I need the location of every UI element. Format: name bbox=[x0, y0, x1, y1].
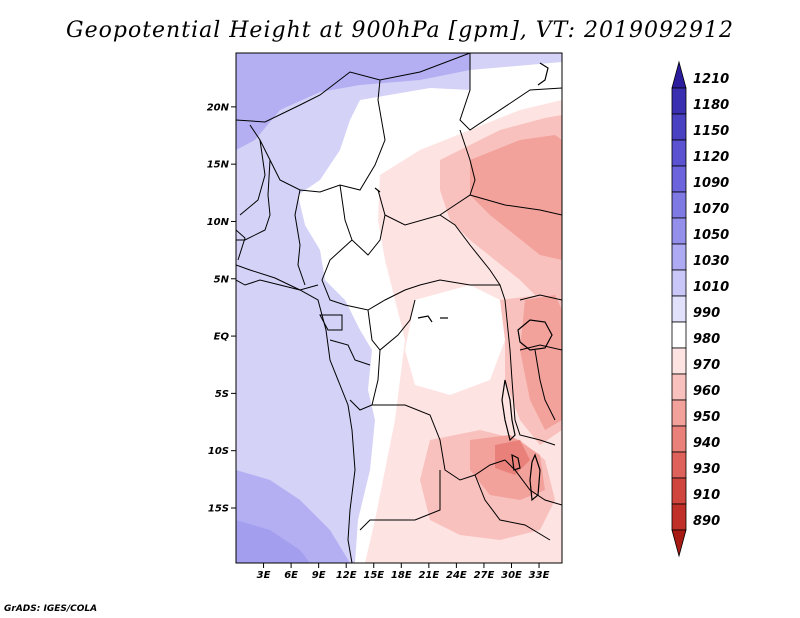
colorbar-label: 1070 bbox=[693, 202, 729, 217]
colorbar-label: 1150 bbox=[693, 124, 729, 139]
colorbar-label: 960 bbox=[693, 384, 720, 399]
colorbar-bin bbox=[671, 87, 687, 115]
colorbar-bin bbox=[671, 347, 687, 375]
lake-1 bbox=[417, 315, 433, 323]
colorbar-label: 1010 bbox=[693, 280, 729, 295]
lon-tick-label: 3E bbox=[257, 570, 271, 581]
lon-tick-label: 30E bbox=[501, 570, 522, 581]
colorbar-label: 940 bbox=[693, 436, 720, 451]
lon-tick-label: 21E bbox=[418, 570, 439, 581]
colorbar-label: 950 bbox=[693, 410, 720, 425]
colorbar-label: 1090 bbox=[693, 176, 729, 191]
colorbar-bin bbox=[671, 113, 687, 141]
colorbar-bin bbox=[671, 243, 687, 271]
field-990-congo bbox=[405, 285, 505, 395]
lon-tick-label: 12E bbox=[336, 570, 357, 581]
lat-tick-label: 5N bbox=[214, 274, 230, 285]
lat-tick-label: 10S bbox=[208, 446, 229, 457]
lake-victoria bbox=[517, 319, 553, 351]
lat-tick-label: 15N bbox=[207, 160, 230, 171]
colorbar-label: 890 bbox=[693, 514, 720, 529]
colorbar-bin bbox=[671, 451, 687, 479]
field-960-east bbox=[520, 295, 562, 430]
colorbar-bin bbox=[671, 503, 687, 531]
colorbar-label: 1180 bbox=[693, 98, 729, 113]
lon-tick-label: 6E bbox=[284, 570, 298, 581]
colorbar-label: 970 bbox=[693, 358, 720, 373]
colorbar-upper-triangle bbox=[671, 60, 687, 89]
lon-tick-label: 9E bbox=[312, 570, 326, 581]
colorbar-bin bbox=[671, 373, 687, 401]
longitude-axis: 3E 6E 9E 12E 15E 18E 21E 24E 27E 30E 33E bbox=[257, 563, 550, 581]
colorbar-bin bbox=[671, 165, 687, 193]
field-960-northeast bbox=[470, 135, 562, 260]
map-field bbox=[236, 53, 562, 563]
lake-chad bbox=[374, 187, 381, 193]
red-sea-coast bbox=[537, 62, 549, 86]
colorbar-label: 1050 bbox=[693, 228, 729, 243]
colorbar-label: 1030 bbox=[693, 254, 729, 269]
lake-tanganyika bbox=[501, 379, 516, 442]
colorbar-label: 1210 bbox=[693, 72, 729, 87]
colorbar-bin bbox=[671, 191, 687, 219]
map-title: Geopotential Height at 900hPa [gpm], VT:… bbox=[66, 18, 734, 43]
colorbar-label: 930 bbox=[693, 462, 720, 477]
colorbar-bin bbox=[671, 321, 687, 349]
field-1050-south bbox=[236, 520, 310, 563]
lat-tick-label: 15S bbox=[208, 503, 229, 514]
latitude-axis: 20N 15N 10N 5N EQ 5S 10S 15S bbox=[207, 102, 236, 514]
colorbar-label: 980 bbox=[693, 332, 720, 347]
lake-malawi bbox=[529, 453, 541, 502]
colorbar-bin bbox=[671, 477, 687, 505]
lon-tick-label: 33E bbox=[529, 570, 550, 581]
lat-tick-label: 10N bbox=[207, 217, 230, 228]
colorbar-bin bbox=[671, 295, 687, 323]
lakes bbox=[374, 62, 553, 502]
colorbar-label: 1120 bbox=[693, 150, 729, 165]
colorbar-bin bbox=[671, 139, 687, 167]
lon-tick-label: 24E bbox=[446, 570, 467, 581]
colorbar-bin bbox=[671, 399, 687, 427]
lake-mweru bbox=[511, 453, 521, 471]
colorbar-bin bbox=[671, 217, 687, 245]
country-borders bbox=[236, 53, 562, 563]
lat-tick-label: 20N bbox=[207, 102, 230, 113]
lat-tick-label: 5S bbox=[215, 389, 229, 400]
lon-tick-label: 15E bbox=[363, 570, 384, 581]
field-1030-north bbox=[236, 53, 470, 150]
map-frame bbox=[235, 52, 563, 564]
grads-credit: GrADS: IGES/COLA bbox=[4, 604, 98, 614]
colorbar-bin bbox=[671, 269, 687, 297]
colorbar-lower-triangle bbox=[671, 529, 687, 558]
colorbar-label: 910 bbox=[693, 488, 720, 503]
lat-tick-label: EQ bbox=[214, 332, 230, 343]
lon-tick-label: 27E bbox=[474, 570, 495, 581]
colorbar-label: 990 bbox=[693, 306, 720, 321]
lon-tick-label: 18E bbox=[391, 570, 412, 581]
colorbar-bin bbox=[671, 425, 687, 453]
colorbar: 1210 1180 1150 1120 1090 1070 1050 1030 1010 990 9… bbox=[671, 60, 729, 558]
